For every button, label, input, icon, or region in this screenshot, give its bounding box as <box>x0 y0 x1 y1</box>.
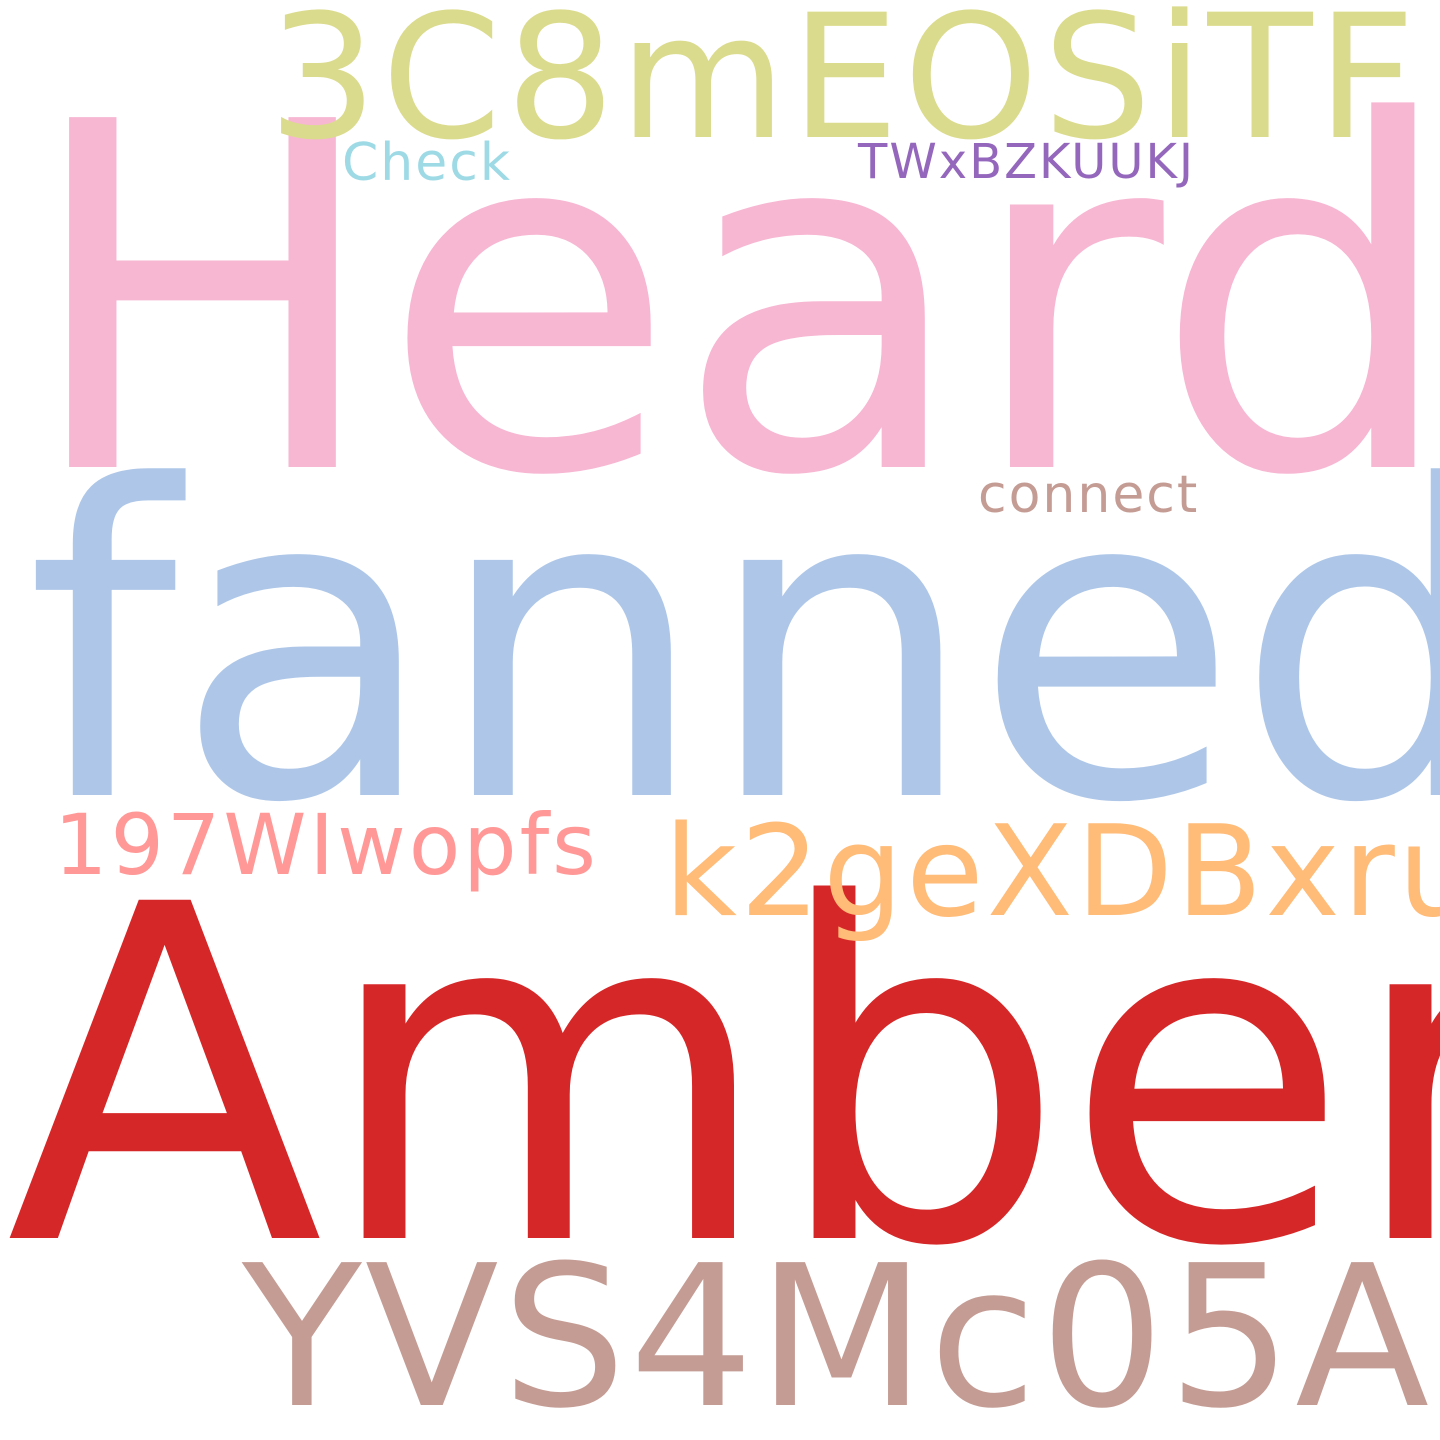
word-twxbzkuukj: TWxBZKUUKJ <box>858 134 1196 190</box>
word-heard: Heard <box>22 22 1440 581</box>
word-197wiwopfs: 197WIwopfs <box>54 796 599 894</box>
word-k2gexdbxru: k2geXDBxru <box>664 798 1440 945</box>
word-3c8meositf: 3C8mEOSiTF <box>268 0 1420 178</box>
word-connect: connect <box>978 465 1200 525</box>
word-yvs4mc05a0: YVS4Mc05A0 <box>242 1224 1440 1440</box>
word-amber: Amber <box>6 808 1440 1348</box>
word-fanned: fanned <box>26 397 1440 897</box>
word-check: Check <box>342 133 512 193</box>
